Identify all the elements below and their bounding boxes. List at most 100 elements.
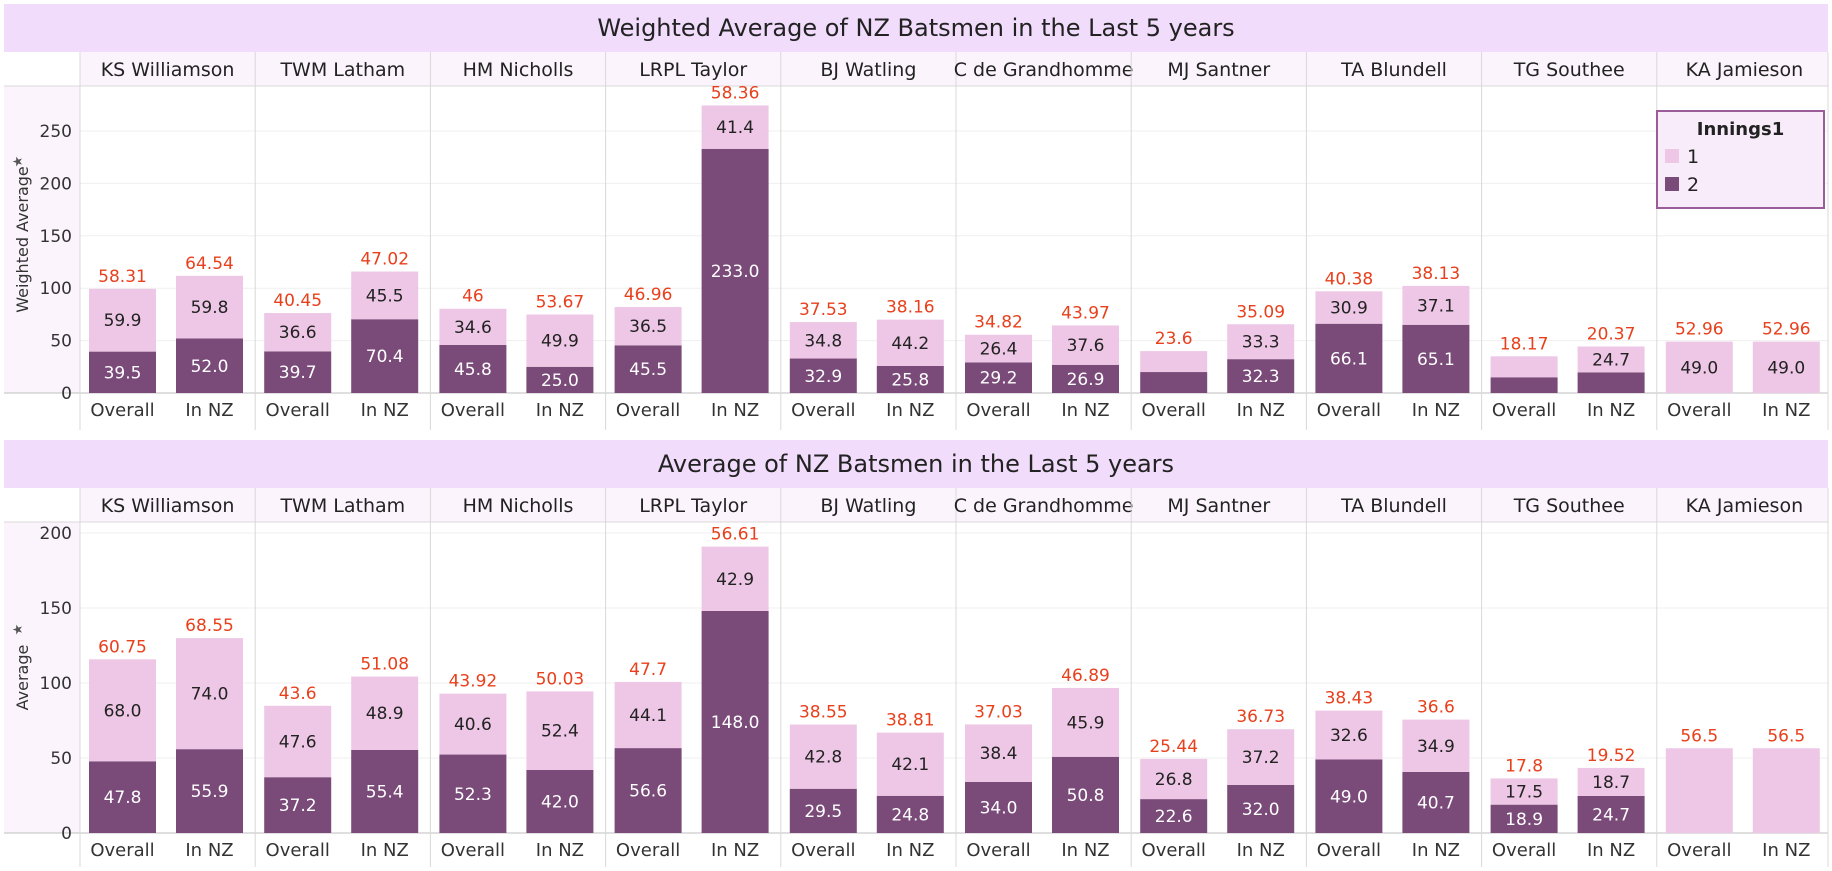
bar-label-innings-2: 39.5 [104, 363, 142, 383]
x-tick-label: Overall [1667, 400, 1731, 421]
bar-label-innings-1: 37.6 [1067, 336, 1105, 356]
bar-total-label: 38.55 [799, 703, 848, 723]
bar-label-innings-2: 18.9 [1505, 810, 1543, 830]
bar-segment-innings-1 [526, 314, 594, 367]
player-header: TG Southee [1513, 495, 1625, 517]
bar-label-innings-2: 25.0 [541, 371, 579, 391]
bar-total-label: 38.81 [886, 711, 935, 731]
bar-segment-innings-2 [176, 749, 243, 833]
bar-total-label: 17.8 [1505, 756, 1543, 776]
x-tick-label: Overall [616, 840, 680, 861]
bar-segment-innings-1 [876, 732, 944, 796]
x-tick-label: In NZ [536, 400, 584, 421]
bar-total-label: 50.03 [536, 669, 585, 689]
bar-total-label: 56.5 [1680, 726, 1718, 746]
bar-label-innings-2: 70.4 [366, 347, 404, 367]
bar-total-label: 38.43 [1325, 689, 1374, 709]
bar-label-innings-2: 42.0 [541, 793, 579, 813]
bar-segment-innings-2 [1490, 377, 1558, 393]
bar-label-innings-2: 29.5 [804, 802, 842, 822]
bar-label-innings-1: 59.8 [191, 298, 229, 318]
y-tick-label: 100 [40, 674, 72, 694]
bar-label-innings-1: 37.1 [1417, 296, 1455, 316]
legend-box [1656, 110, 1825, 209]
bar-total-label: 58.31 [98, 267, 147, 287]
bar-label-innings-1: 41.4 [716, 118, 754, 138]
player-header: C de Grandhomme [954, 59, 1134, 81]
y-tick-label: 50 [50, 332, 72, 352]
bar-label-innings-2: 55.4 [366, 782, 404, 802]
pin-icon: ★ [11, 624, 26, 636]
x-tick-label: In NZ [1412, 400, 1460, 421]
bar-total-label: 23.6 [1155, 329, 1193, 349]
y-tick-label: 250 [40, 122, 72, 142]
bar-total-label: 40.38 [1325, 269, 1374, 289]
bar-total-label: 36.73 [1236, 707, 1285, 727]
y-axis-label: Weighted Average [13, 166, 32, 313]
player-header: LRPL Taylor [639, 59, 747, 81]
bar-segment-innings-1 [1490, 356, 1558, 378]
bar-label-innings-1: 47.6 [279, 733, 317, 753]
bar-label-innings-2: 233.0 [711, 262, 760, 282]
bar-total-label: 18.17 [1500, 334, 1549, 354]
bar-total-label: 47.7 [629, 660, 667, 680]
chart-title-band [4, 440, 1828, 488]
bar-label-innings-1: 24.7 [1592, 350, 1630, 370]
bar-segment-innings-2 [1577, 372, 1645, 393]
bar-label-innings-2: 50.8 [1067, 786, 1105, 806]
bar-label-innings-2: 56.6 [629, 782, 667, 802]
bar-segment-innings-2 [876, 365, 944, 393]
chart-2: Average of NZ Batsmen in the Last 5 year… [4, 440, 1829, 867]
x-tick-label: Overall [90, 840, 154, 861]
bar-label-innings-1: 42.9 [716, 570, 754, 590]
bar-segment-innings-1 [876, 319, 944, 366]
bar-segment-innings-1 [1227, 729, 1295, 785]
x-tick-label: Overall [791, 840, 855, 861]
bar-total-label: 37.03 [974, 702, 1023, 722]
bar-total-label: 46.96 [624, 285, 673, 305]
x-tick-label: Overall [616, 400, 680, 421]
x-tick-label: Overall [966, 400, 1030, 421]
player-header: MJ Santner [1167, 495, 1270, 517]
bar-label-innings-2: 32.9 [804, 367, 842, 387]
bar-segment-innings-1 [526, 691, 594, 770]
bar-segment-innings-1 [965, 334, 1032, 363]
x-tick-label: Overall [1492, 840, 1556, 861]
player-header: KS Williamson [101, 495, 235, 517]
bar-label-innings-2: 34.0 [980, 799, 1018, 819]
bar-label-innings-2: 29.2 [980, 369, 1018, 389]
bar-label-innings-1: 59.9 [104, 311, 142, 331]
y-tick-label: 0 [61, 384, 72, 404]
y-tick-label: 0 [61, 824, 72, 844]
bar-total-label: 52.96 [1675, 320, 1724, 340]
bar-total-label: 58.36 [711, 83, 760, 103]
bar-segment-innings-1 [1052, 325, 1119, 365]
x-tick-label: In NZ [1061, 840, 1109, 861]
bar-segment-innings-1 [89, 288, 156, 352]
bar-segment-innings-1 [439, 308, 507, 346]
player-header: KS Williamson [101, 59, 235, 81]
bar-label-innings-1: 49.0 [1767, 358, 1805, 378]
bar-segment-innings-1 [1402, 285, 1470, 325]
bar-segment-innings-2 [1052, 364, 1119, 393]
bar-segment-innings-2 [1315, 759, 1383, 833]
bar-segment-innings-1 [439, 693, 507, 755]
bar-label-innings-2: 148.0 [711, 713, 760, 733]
bar-segment-innings-1 [351, 271, 419, 320]
player-header: LRPL Taylor [639, 495, 747, 517]
player-header: HM Nicholls [463, 495, 574, 517]
bar-total-label: 36.6 [1417, 698, 1455, 718]
bar-segment-innings-1 [1577, 346, 1645, 373]
player-header: TG Southee [1513, 59, 1625, 81]
bar-segment-innings-2 [1052, 756, 1119, 833]
bar-segment-innings-2 [1490, 804, 1558, 833]
y-axis-band [4, 522, 80, 833]
bar-total-label: 51.08 [360, 655, 409, 675]
x-tick-label: In NZ [886, 400, 934, 421]
bar-segment-innings-1 [614, 307, 682, 346]
bar-segment-innings-2 [1227, 785, 1295, 833]
bar-label-innings-1: 40.6 [454, 715, 492, 735]
bar-total-label: 38.13 [1412, 264, 1461, 284]
bar-total-label: 19.52 [1587, 746, 1636, 766]
